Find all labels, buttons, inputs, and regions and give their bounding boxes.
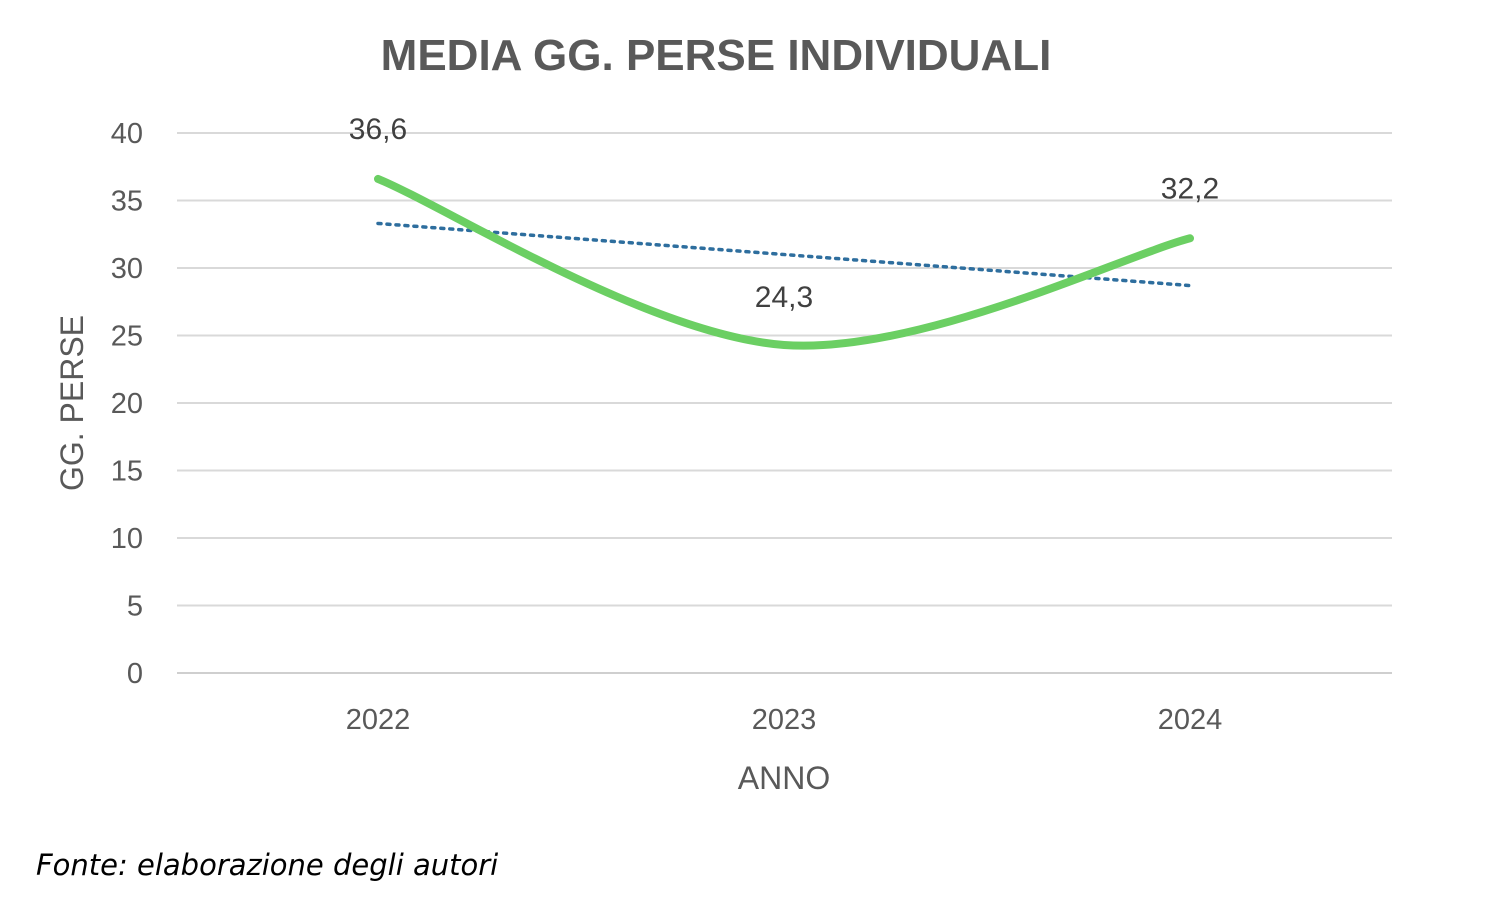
gridlines (177, 132, 1392, 674)
trendline-layer (376, 221, 1192, 288)
y-axis-ticks: 0 5 10 15 20 25 30 35 40 (111, 118, 143, 690)
y-tick-label: 0 (127, 658, 143, 690)
y-tick-label: 20 (111, 388, 143, 420)
x-tick-label: 2024 (1158, 704, 1223, 736)
chart-title: MEDIA GG. PERSE INDIVIDUALI (381, 31, 1052, 80)
data-label: 36,6 (349, 113, 407, 146)
data-label: 32,2 (1161, 172, 1219, 205)
y-tick-label: 30 (111, 253, 143, 285)
series-line (374, 174, 1194, 350)
x-axis-ticks: 2022 2023 2024 (346, 704, 1223, 736)
y-tick-label: 35 (111, 186, 143, 218)
trendline (376, 221, 1192, 288)
data-label: 24,3 (755, 281, 813, 314)
series-layer (374, 174, 1194, 350)
source-note: Fonte: elaborazione degli autori (36, 848, 499, 882)
y-tick-label: 10 (111, 523, 143, 555)
y-tick-label: 15 (111, 456, 143, 488)
y-axis-label: GG. PERSE (54, 315, 90, 491)
x-tick-label: 2023 (752, 704, 817, 736)
y-tick-label: 5 (127, 591, 143, 623)
y-tick-label: 40 (111, 118, 143, 150)
data-labels: 36,6 24,3 32,2 (349, 113, 1219, 314)
y-tick-label: 25 (111, 321, 143, 353)
x-axis-label: ANNO (738, 760, 830, 796)
x-tick-label: 2022 (346, 704, 411, 736)
